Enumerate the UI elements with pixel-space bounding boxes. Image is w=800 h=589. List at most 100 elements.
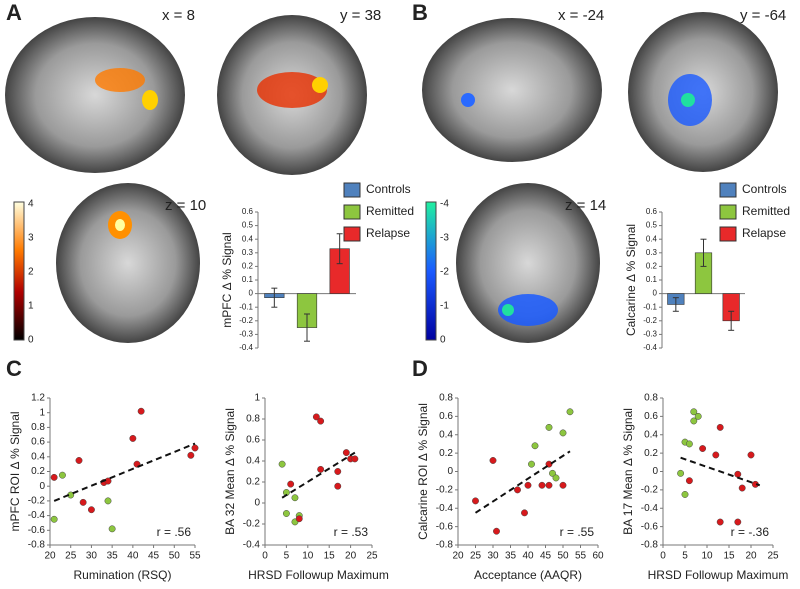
legend-label: Relapse xyxy=(366,226,410,240)
legend-label: Controls xyxy=(366,182,411,196)
y-tick-label: -0.2 xyxy=(643,316,657,325)
y-tick-label: -0.1 xyxy=(643,302,657,311)
point xyxy=(524,481,532,489)
y-tick-label: -0.8 xyxy=(28,540,46,551)
trend-line xyxy=(680,456,761,487)
x-tick-label: 0 xyxy=(262,551,268,562)
x-axis-label: HRSD Followup Maximum xyxy=(648,568,789,582)
colorbar-tick-label: -4 xyxy=(440,199,449,210)
trend-line xyxy=(281,451,356,499)
panel-label: C xyxy=(6,356,22,381)
point xyxy=(545,423,553,431)
point xyxy=(716,518,724,526)
point xyxy=(681,491,689,498)
colorbar-tick-label: -2 xyxy=(440,267,449,278)
point xyxy=(334,468,342,475)
y-tick-label: -0.8 xyxy=(436,540,454,551)
point xyxy=(549,469,556,477)
y-tick-label: 0.2 xyxy=(644,448,658,459)
y-tick-label: 0.6 xyxy=(646,207,658,216)
slice-label: y = 38 xyxy=(340,7,381,24)
x-tick-label: 55 xyxy=(189,551,201,562)
y-tick-label: -0.4 xyxy=(28,510,46,521)
y-tick-label: 0.6 xyxy=(439,411,453,422)
colorbar-tick-label: 0 xyxy=(440,335,446,346)
y-tick-label: -0.4 xyxy=(239,343,253,352)
colorbar-tick-label: 0 xyxy=(28,335,34,346)
y-tick-label: 1 xyxy=(39,407,45,418)
y-tick-label: -0.8 xyxy=(641,540,659,551)
point xyxy=(87,506,95,514)
point xyxy=(545,481,553,489)
y-tick-label: -0.4 xyxy=(243,540,261,551)
y-axis-label: mPFC Δ % Signal xyxy=(220,232,234,327)
y-tick-label: 0.6 xyxy=(242,207,254,216)
point xyxy=(137,407,145,415)
y-tick-label: -0.4 xyxy=(643,343,657,352)
point xyxy=(282,510,290,517)
x-tick-label: 10 xyxy=(302,551,314,562)
legend-label: Remitted xyxy=(366,204,414,218)
point xyxy=(342,449,350,457)
x-tick-label: 25 xyxy=(65,551,77,562)
point xyxy=(738,484,746,492)
point xyxy=(528,460,535,468)
point xyxy=(79,498,87,506)
y-tick-label: 0 xyxy=(254,498,260,509)
x-tick-label: 45 xyxy=(148,551,160,562)
x-tick-label: 25 xyxy=(366,551,378,562)
x-tick-label: 20 xyxy=(345,551,357,562)
point xyxy=(559,429,567,437)
point xyxy=(734,518,742,526)
y-tick-label: -0.2 xyxy=(641,485,659,496)
legend-swatch xyxy=(719,204,737,220)
x-tick-label: 25 xyxy=(767,551,779,562)
y-tick-label: 0.5 xyxy=(242,221,254,230)
y-tick-label: 0.8 xyxy=(31,422,45,433)
point xyxy=(493,527,500,535)
x-tick-label: 50 xyxy=(169,551,181,562)
colorbar-tick-label: 1 xyxy=(28,301,34,312)
point xyxy=(287,480,295,488)
x-tick-label: 5 xyxy=(682,551,688,562)
point xyxy=(187,451,195,459)
y-tick-label: 0 xyxy=(652,466,658,477)
panel-label: D xyxy=(412,356,428,381)
point xyxy=(690,417,698,425)
legend-swatch xyxy=(343,204,361,220)
y-tick-label: 0.4 xyxy=(246,456,260,467)
trend-line xyxy=(474,450,571,514)
x-tick-label: 5 xyxy=(284,551,290,562)
point xyxy=(712,451,720,459)
legend-label: Controls xyxy=(742,182,787,196)
point xyxy=(50,473,58,481)
y-tick-label: 0.4 xyxy=(242,234,254,243)
x-tick-label: 25 xyxy=(470,551,482,562)
point xyxy=(685,440,693,448)
y-tick-label: 0 xyxy=(447,466,453,477)
point xyxy=(531,442,539,450)
legend-swatch xyxy=(343,226,361,242)
point xyxy=(291,494,299,502)
y-tick-label: -0.4 xyxy=(641,503,659,514)
y-tick-label: -0.3 xyxy=(239,330,253,339)
y-tick-label: 0.8 xyxy=(644,393,658,404)
point xyxy=(552,474,560,482)
point xyxy=(694,412,702,420)
y-tick-label: 1 xyxy=(254,393,260,404)
point xyxy=(278,460,286,468)
x-tick-label: 20 xyxy=(452,551,464,562)
point xyxy=(351,455,359,463)
point xyxy=(472,497,479,505)
point xyxy=(104,497,112,505)
y-tick-label: -0.2 xyxy=(239,316,253,325)
point xyxy=(317,465,325,473)
y-tick-label: 0.3 xyxy=(242,248,254,257)
point xyxy=(191,444,199,452)
legend-swatch xyxy=(719,226,737,242)
point xyxy=(690,408,698,416)
slice-label: z = 14 xyxy=(565,197,606,214)
y-tick-label: -0.6 xyxy=(436,521,454,532)
point xyxy=(716,423,724,431)
